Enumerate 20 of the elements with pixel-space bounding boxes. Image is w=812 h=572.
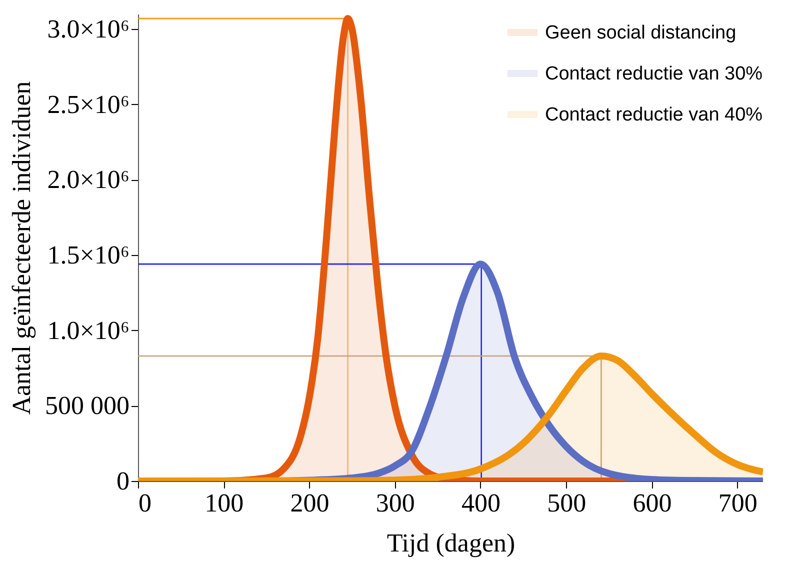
legend-label: Contact reductie van 40%: [545, 104, 763, 126]
y-tick-label: 1.0×10⁶: [47, 316, 130, 345]
y-tick-label: 2.0×10⁶: [47, 165, 130, 194]
y-tick-label: 3.0×10⁶: [47, 14, 130, 44]
x-tick-label: 200: [290, 488, 330, 518]
legend-label: Contact reductie van 30%: [545, 64, 763, 84]
x-tick-label: 100: [204, 488, 244, 518]
y-axis-title: Aantal geïnfecteerde individuen: [7, 81, 36, 415]
x-tick-label: 600: [632, 488, 672, 518]
x-tick-label: 300: [376, 488, 415, 518]
y-tick-label: 500 000: [45, 391, 130, 420]
x-tick-label: 400: [461, 488, 500, 518]
x-axis-title: Tijd (dagen): [386, 528, 516, 558]
y-tick-label: 1.5×10⁶: [47, 240, 130, 270]
y-tick-label: 2.5×10⁶: [47, 90, 130, 119]
y-tick-label: 0: [116, 466, 130, 496]
x-tick-label: 700: [718, 488, 758, 518]
x-tick-label: 500: [547, 488, 586, 518]
legend-label: Geen social distancing: [545, 22, 736, 44]
x-tick-label: 0: [138, 488, 152, 518]
